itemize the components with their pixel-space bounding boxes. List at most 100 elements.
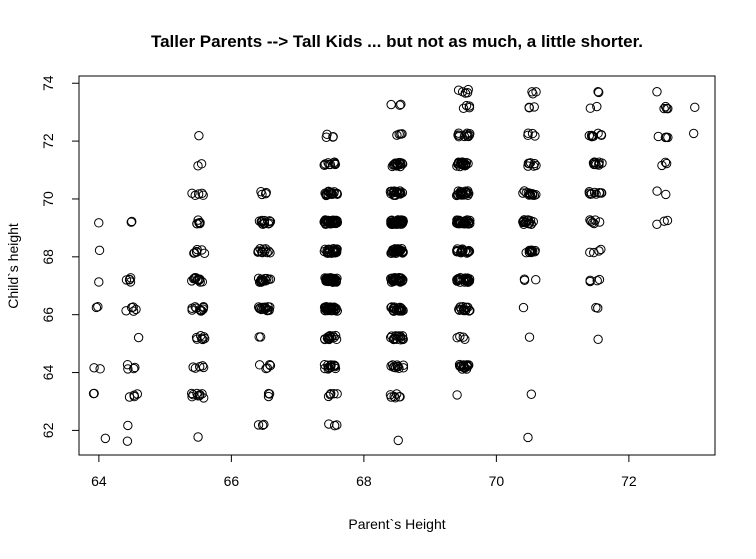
data-point <box>187 305 197 315</box>
data-point <box>398 360 409 370</box>
data-point <box>387 360 398 370</box>
data-point <box>126 302 137 313</box>
data-point <box>385 390 396 400</box>
data-point <box>462 131 473 141</box>
data-point <box>387 275 397 286</box>
data-point <box>452 276 462 286</box>
data-point <box>396 245 406 255</box>
data-point <box>464 130 475 140</box>
data-point <box>133 332 144 343</box>
data-point <box>330 217 340 228</box>
y-tick-label: 70 <box>40 191 56 207</box>
data-point <box>527 87 537 97</box>
data-point <box>321 132 332 142</box>
data-point <box>396 99 406 110</box>
data-point <box>523 130 533 141</box>
data-point <box>518 188 528 198</box>
data-point <box>89 363 99 373</box>
data-point <box>196 306 206 316</box>
data-point <box>394 276 405 286</box>
data-point <box>386 99 396 110</box>
data-point <box>321 304 331 315</box>
data-point <box>325 245 335 255</box>
data-point <box>257 215 267 226</box>
data-point <box>123 420 133 431</box>
data-point <box>456 361 466 372</box>
data-point <box>264 360 275 370</box>
data-point <box>585 103 596 113</box>
data-point <box>196 159 207 169</box>
data-point <box>198 362 209 373</box>
data-point <box>255 244 265 254</box>
data-point <box>320 244 330 255</box>
data-point <box>323 332 333 342</box>
data-point <box>690 102 700 113</box>
data-point <box>585 247 595 258</box>
data-point <box>524 247 535 258</box>
x-tick-label: 72 <box>621 473 637 489</box>
data-points <box>88 84 700 446</box>
data-point <box>326 388 336 399</box>
data-point <box>594 274 605 285</box>
data-point <box>461 189 471 199</box>
data-point <box>524 158 535 169</box>
data-point <box>262 363 273 373</box>
data-point <box>660 157 671 167</box>
data-point <box>454 304 464 315</box>
data-point <box>386 273 396 284</box>
data-point <box>124 392 135 402</box>
data-point <box>530 247 540 257</box>
plot-frame <box>78 75 716 456</box>
data-point <box>394 392 405 402</box>
data-point <box>453 85 464 95</box>
data-point <box>452 390 462 400</box>
data-point <box>254 360 265 370</box>
data-point <box>326 273 336 283</box>
data-point <box>584 188 595 198</box>
x-tick-label: 70 <box>489 473 505 489</box>
data-point <box>259 304 269 314</box>
data-point <box>463 187 473 198</box>
data-point <box>199 248 210 258</box>
data-point <box>197 188 207 198</box>
data-point <box>688 128 699 139</box>
data-point <box>325 362 336 372</box>
data-point <box>453 219 463 229</box>
data-point <box>588 217 598 228</box>
data-point <box>391 248 401 259</box>
data-point <box>88 388 99 399</box>
data-point <box>455 161 465 172</box>
data-point <box>188 362 198 372</box>
data-point <box>528 89 538 99</box>
data-point <box>126 217 136 227</box>
data-point <box>529 102 539 112</box>
data-point <box>518 216 528 227</box>
data-point <box>589 218 599 229</box>
data-point <box>198 393 209 403</box>
data-point <box>329 157 339 168</box>
data-point <box>123 364 133 374</box>
data-point <box>91 302 102 313</box>
data-point <box>257 420 268 430</box>
data-point <box>397 129 407 139</box>
data-point <box>462 87 473 98</box>
data-point <box>253 302 264 312</box>
data-point <box>93 302 103 312</box>
data-point <box>530 131 540 141</box>
data-point <box>396 188 406 199</box>
data-point <box>463 302 473 313</box>
data-point <box>594 87 604 98</box>
y-tick-label: 66 <box>40 307 56 323</box>
data-point <box>460 305 471 316</box>
data-point <box>531 275 541 285</box>
data-point <box>461 100 472 111</box>
data-point <box>452 247 462 257</box>
data-point <box>332 189 342 199</box>
data-point <box>386 186 397 197</box>
data-point <box>328 305 339 315</box>
data-point <box>94 277 104 287</box>
data-point <box>320 188 330 198</box>
data-point <box>328 274 338 285</box>
data-point <box>523 432 533 443</box>
x-tick-label: 66 <box>224 473 240 489</box>
